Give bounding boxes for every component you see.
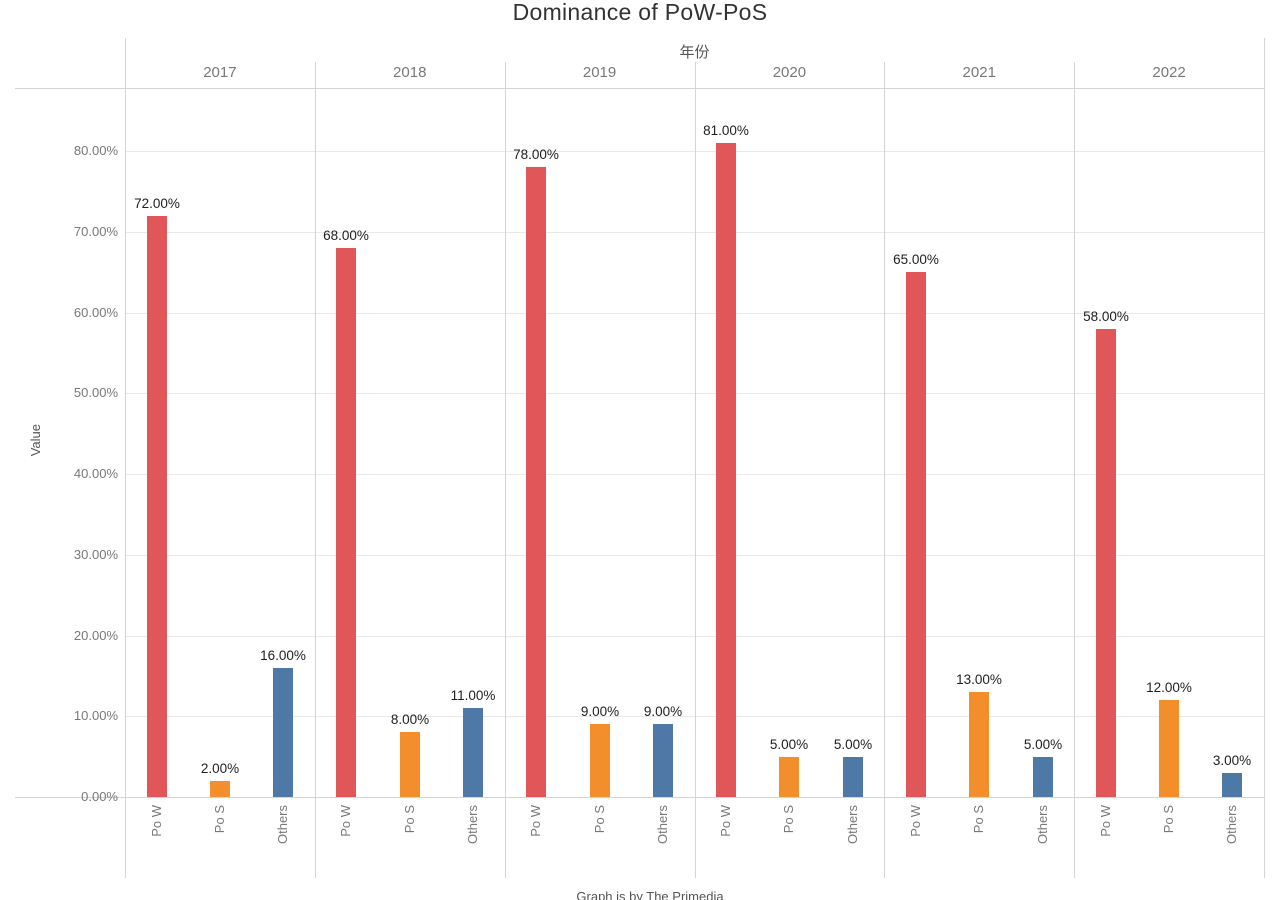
bar-value-label: 65.00% [893, 252, 939, 267]
x-category-label-po-s[interactable]: Po S [781, 805, 796, 834]
bar-value-label: 12.00% [1146, 680, 1192, 695]
panel-divider [884, 62, 885, 878]
bar-2018-po-w[interactable] [336, 247, 356, 797]
x-category-label-others[interactable]: Others [465, 805, 480, 845]
bar-value-label: 78.00% [513, 147, 559, 162]
year-header-2021[interactable]: 2021 [962, 64, 996, 81]
gridline [125, 151, 1264, 152]
x-category-label-po-w[interactable]: Po W [718, 805, 733, 837]
gridline [125, 313, 1264, 314]
bar-2017-po-s[interactable] [210, 780, 230, 797]
x-category-label-others[interactable]: Others [275, 805, 290, 845]
bar-2019-po-w[interactable] [526, 167, 546, 797]
x-category-label-po-s[interactable]: Po S [402, 805, 417, 834]
panel-divider [315, 62, 316, 878]
bar-value-label: 5.00% [1023, 737, 1063, 752]
bar-2018-others[interactable] [463, 708, 483, 797]
y-tick-label: 50.00% [73, 385, 118, 400]
x-category-label-others[interactable]: Others [1035, 805, 1050, 845]
bar-2020-po-w[interactable] [716, 142, 736, 797]
bar-value-label: 5.00% [769, 737, 809, 752]
bar-2021-po-w[interactable] [906, 272, 926, 797]
bar-2020-po-s[interactable] [779, 756, 799, 797]
bar-value-label: 16.00% [260, 648, 306, 663]
bar-2017-po-w[interactable] [147, 215, 167, 797]
x-category-label-others[interactable]: Others [1224, 805, 1239, 845]
y-tick-label: 20.00% [73, 628, 118, 643]
bar-value-label: 11.00% [450, 688, 496, 703]
y-tick-label: 70.00% [73, 224, 118, 239]
gridline [125, 474, 1264, 475]
header-divider-line [15, 88, 1264, 89]
x-category-label-po-w[interactable]: Po W [908, 805, 923, 837]
gridline [125, 716, 1264, 717]
bar-2021-po-s[interactable] [969, 692, 989, 797]
bar-2022-po-w[interactable] [1096, 328, 1116, 797]
x-category-label-po-s[interactable]: Po S [1161, 805, 1176, 834]
y-axis-title: Value [28, 424, 43, 457]
x-category-label-others[interactable]: Others [845, 805, 860, 845]
plot-border-line [1264, 38, 1265, 878]
y-tick-label: 60.00% [73, 305, 118, 320]
x-category-label-po-s[interactable]: Po S [212, 805, 227, 834]
plot-border-line [125, 38, 126, 878]
gridline [125, 636, 1264, 637]
year-header-2020[interactable]: 2020 [772, 64, 807, 81]
x-axis-line [15, 797, 1264, 798]
bar-value-label: 2.00% [200, 761, 240, 776]
y-tick-label: 30.00% [73, 547, 118, 562]
top-axis-title: 年份 [679, 44, 710, 61]
y-tick-label: 10.00% [73, 708, 118, 723]
panel-divider [1074, 62, 1075, 878]
bar-value-label: 58.00% [1083, 309, 1129, 324]
bar-2017-others[interactable] [273, 667, 293, 797]
x-category-label-po-w[interactable]: Po W [338, 805, 353, 837]
x-category-label-po-w[interactable]: Po W [1098, 805, 1113, 837]
bar-value-label: 3.00% [1212, 753, 1252, 768]
panel-divider [505, 62, 506, 878]
x-category-label-po-w[interactable]: Po W [528, 805, 543, 837]
panel-divider [695, 62, 696, 878]
x-category-label-others[interactable]: Others [655, 805, 670, 845]
bar-2020-others[interactable] [843, 756, 863, 797]
gridline [125, 232, 1264, 233]
bar-2019-others[interactable] [653, 724, 673, 797]
year-header-2019[interactable]: 2019 [582, 64, 617, 81]
bar-value-label: 68.00% [323, 228, 369, 243]
y-tick-label: 80.00% [73, 143, 118, 158]
bar-2022-po-s[interactable] [1159, 700, 1179, 797]
year-header-2022[interactable]: 2022 [1152, 64, 1186, 81]
chart-title: Dominance of PoW-PoS [512, 0, 768, 25]
gridline [125, 555, 1264, 556]
x-category-label-po-s[interactable]: Po S [592, 805, 607, 834]
year-header-2017[interactable]: 2017 [203, 64, 237, 81]
x-category-label-po-w[interactable]: Po W [149, 805, 164, 837]
bar-value-label: 9.00% [643, 704, 683, 719]
y-tick-label: 0.00% [81, 789, 118, 804]
bar-value-label: 72.00% [134, 196, 180, 211]
bar-2019-po-s[interactable] [590, 724, 610, 797]
year-header-2018[interactable]: 2018 [393, 64, 427, 81]
x-category-label-po-s[interactable]: Po S [971, 805, 986, 834]
caption: Graph is by The Primedia [576, 889, 724, 900]
bar-value-label: 13.00% [956, 672, 1002, 687]
bar-2021-others[interactable] [1033, 756, 1053, 797]
bar-value-label: 5.00% [833, 737, 873, 752]
bar-2022-others[interactable] [1222, 772, 1242, 797]
bar-value-label: 8.00% [390, 712, 430, 727]
bar-value-label: 81.00% [703, 123, 749, 138]
y-tick-label: 40.00% [73, 466, 118, 481]
gridline [125, 393, 1264, 394]
bar-value-label: 9.00% [580, 704, 620, 719]
bar-2018-po-s[interactable] [400, 732, 420, 797]
